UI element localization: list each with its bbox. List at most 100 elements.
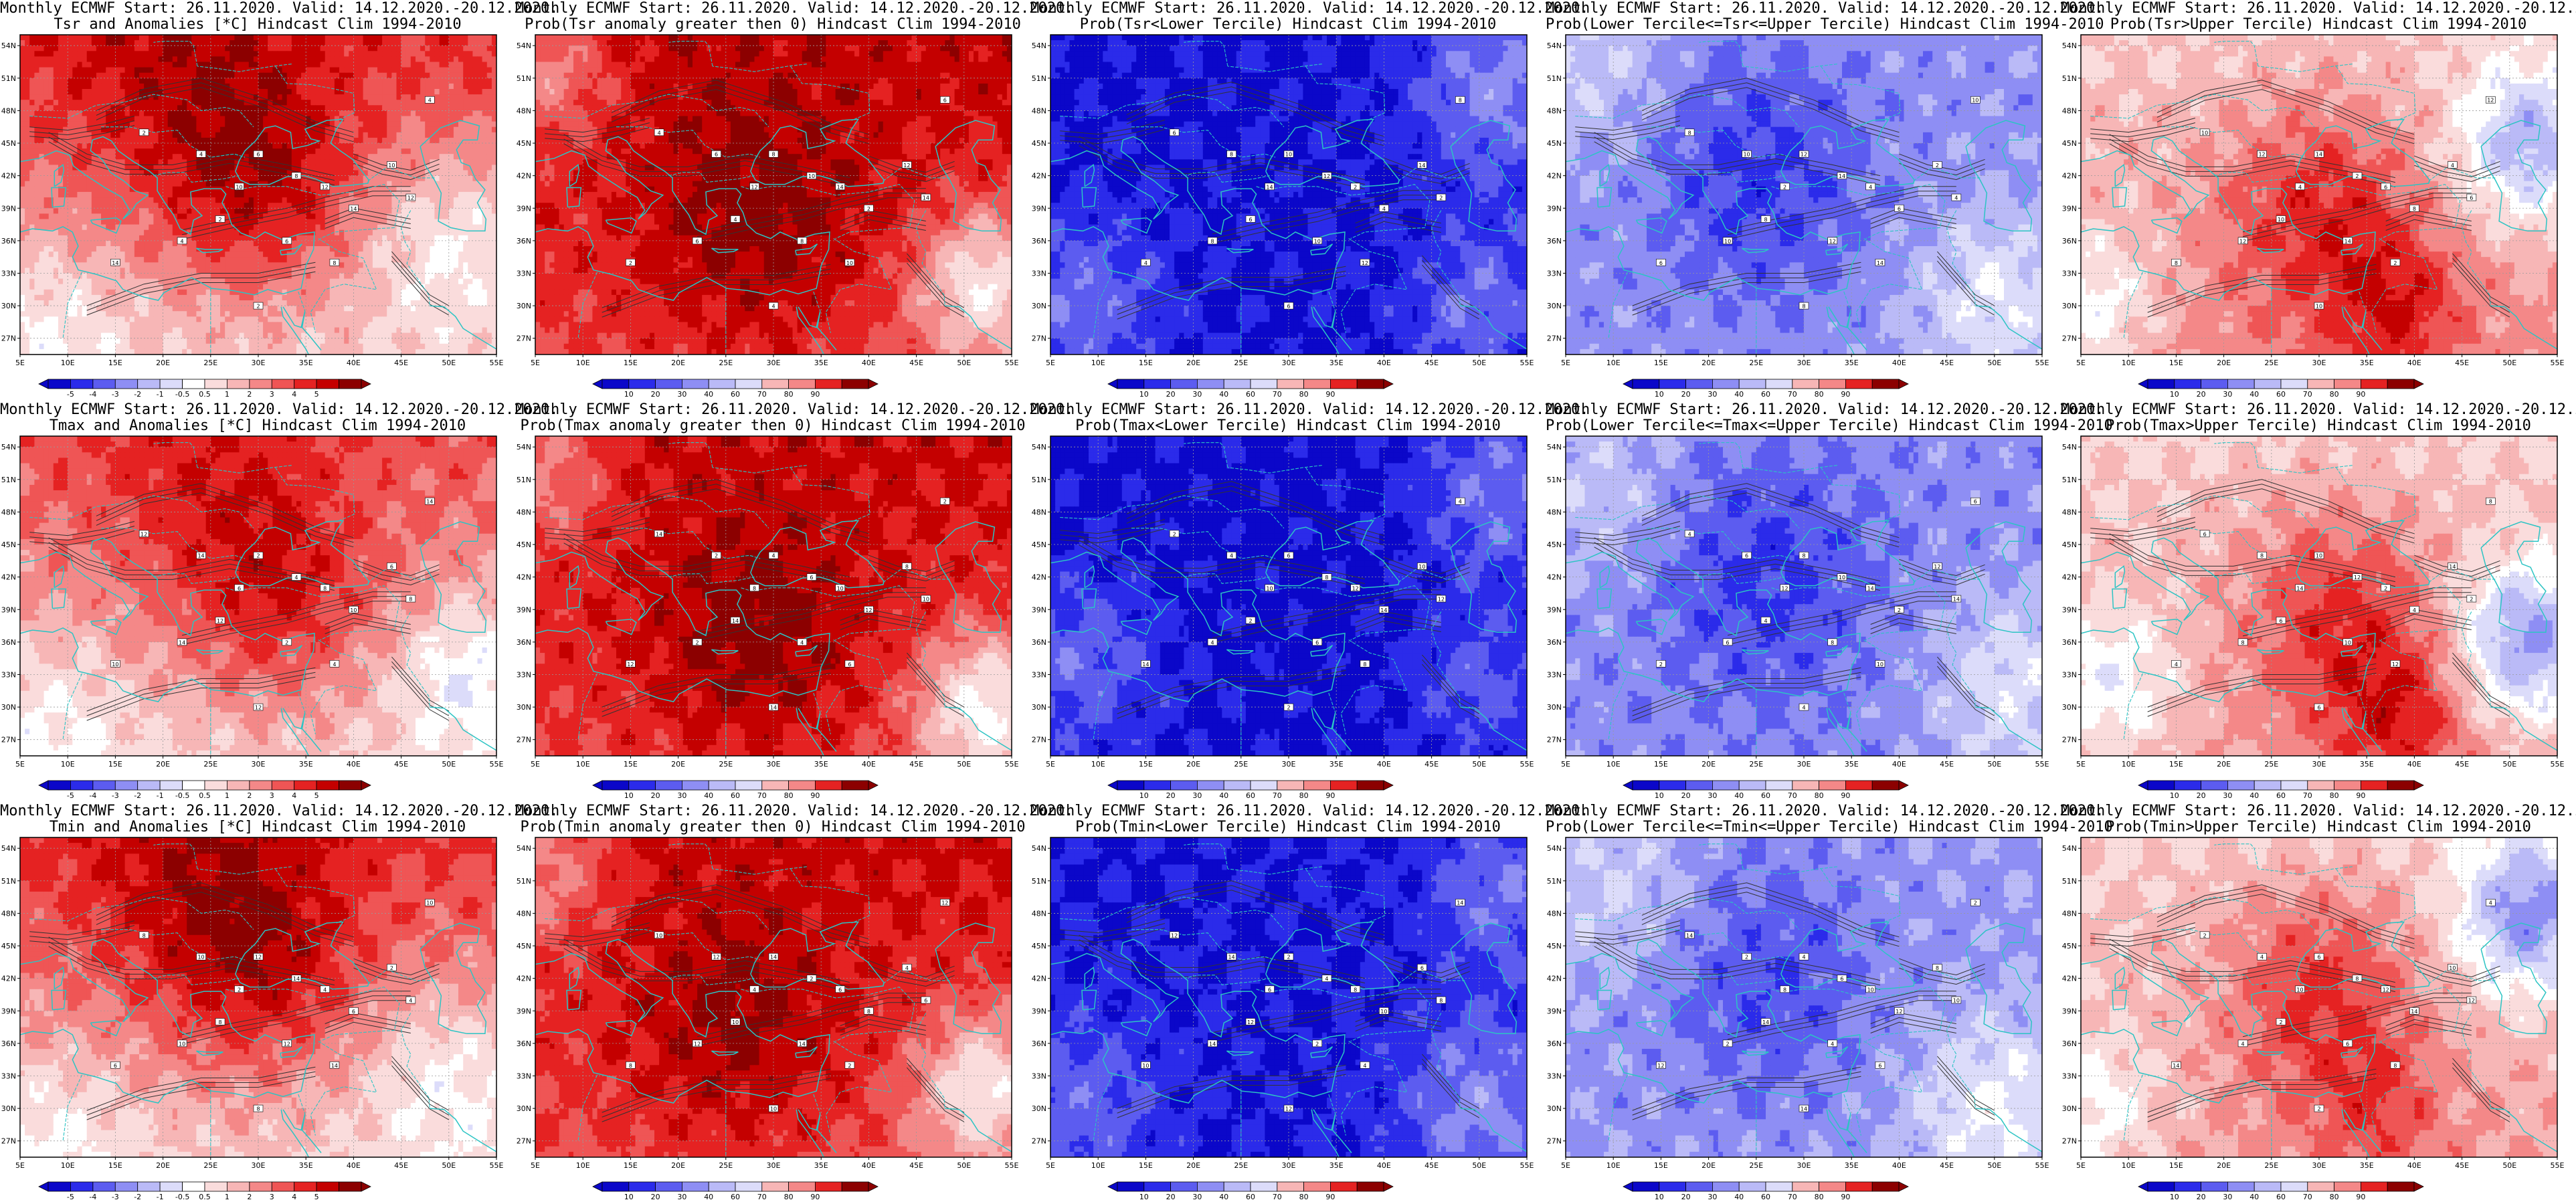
contour-label: 8 <box>215 1018 225 1025</box>
colorbar-segment <box>1686 1182 1713 1191</box>
colorbar-tick-label: -2 <box>134 791 141 800</box>
colorbar-segment <box>629 1182 656 1191</box>
lat-tick-label: 54N <box>1547 41 1562 50</box>
lon-tick-label: 25E <box>1234 1161 1248 1170</box>
contour-label: 8 <box>2258 552 2267 559</box>
colorbar-segment <box>250 1182 272 1191</box>
contour-label: 6 <box>2200 530 2209 538</box>
colorbar-segment <box>2201 379 2228 389</box>
lat-tick-label: 33N <box>1 1072 16 1080</box>
contour-label: 6 <box>1417 964 1427 971</box>
colorbar-tick-label: 60 <box>1246 1193 1255 1201</box>
lon-tick-label: 50E <box>442 760 456 769</box>
map-panel-tsr-prob-lower: Monthly ECMWF Start: 26.11.2020. Valid: … <box>1030 0 1546 401</box>
contour-label: 2 <box>1742 953 1752 961</box>
colorbar-segment <box>48 1182 70 1191</box>
colorbar-tick-label: 70 <box>1788 791 1797 800</box>
colorbar-segment <box>205 781 227 790</box>
lon-tick-label: 15E <box>1139 760 1153 769</box>
contour-label: 4 <box>2486 899 2495 906</box>
colorbar-segment <box>48 781 70 790</box>
colorbar-segment <box>735 781 762 790</box>
contour-label: 8 <box>254 1105 263 1112</box>
colorbar-segment <box>227 781 249 790</box>
colorbar-segment <box>2175 781 2201 790</box>
colorbar-segment <box>2227 1182 2254 1191</box>
lon-tick-label: 40E <box>1892 1161 1906 1170</box>
lon-tick-label: 50E <box>2502 760 2516 769</box>
colorbar: 10 20 30 40 60 70 80 90 <box>593 781 878 800</box>
lon-tick-label: 40E <box>2407 359 2421 367</box>
lon-tick-label: 50E <box>1472 359 1486 367</box>
contour-label: 6 <box>1970 498 1980 505</box>
contour-label: 14 <box>1141 660 1150 668</box>
lon-tick-label: 5E <box>15 760 25 769</box>
contour-label: 12 <box>712 953 721 961</box>
lat-tick-label: 51N <box>517 877 531 886</box>
lon-tick-label: 35E <box>1845 359 1859 367</box>
colorbar-tick-label: -3 <box>112 1193 119 1201</box>
contour-label: 6 <box>836 986 845 993</box>
map-panel-tsr-prob-middle: Monthly ECMWF Start: 26.11.2020. Valid: … <box>1546 0 2061 401</box>
contour-label: 14 <box>1265 183 1275 191</box>
contour-label: 6 <box>235 585 244 592</box>
lat-tick-label: 33N <box>1032 269 1046 278</box>
lat-tick-label: 48N <box>1 508 16 516</box>
lon-tick-label: 25E <box>2264 1161 2278 1170</box>
colorbar-tick-label: 20 <box>651 390 660 399</box>
lat-tick-label: 30N <box>1 302 16 310</box>
lat-tick-label: 33N <box>2062 269 2077 278</box>
lat-tick-label: 45N <box>2062 540 2077 549</box>
lon-tick-label: 45E <box>1424 359 1439 367</box>
colorbar-segment <box>70 379 92 389</box>
contour-label: 8 <box>1685 129 1694 136</box>
colorbar-tick-label: 10 <box>1139 1193 1149 1201</box>
colorbar-tick-label: 90 <box>1841 791 1850 800</box>
lon-tick-label: 50E <box>957 359 971 367</box>
lon-tick-label: 35E <box>1845 760 1859 769</box>
lat-tick-label: 54N <box>517 443 531 452</box>
lat-tick-label: 45N <box>517 139 531 148</box>
lon-tick-label: 5E <box>531 1161 540 1170</box>
lon-tick-label: 45E <box>1940 1161 1954 1170</box>
lat-tick-label: 45N <box>517 942 531 950</box>
lat-tick-label: 39N <box>1 204 16 213</box>
lon-tick-label: 25E <box>1749 359 1763 367</box>
colorbar-segment <box>602 379 629 389</box>
lat-tick-label: 45N <box>1032 139 1046 148</box>
colorbar-tick-label: 30 <box>2223 390 2232 399</box>
lon-tick-label: 55E <box>1520 359 1534 367</box>
contour-label: 4 <box>2296 183 2305 191</box>
contour-label: 8 <box>406 595 416 603</box>
contour-label: 10 <box>1379 1007 1388 1015</box>
contour-label: 14 <box>1799 1105 1809 1112</box>
lon-tick-label: 10E <box>61 1161 75 1170</box>
contour-label: 14 <box>1837 173 1847 180</box>
colorbar-tick-label: 20 <box>1681 390 1691 399</box>
contour-label: 2 <box>2381 585 2391 592</box>
colorbar-tick-label: 70 <box>1273 791 1282 800</box>
lon-tick-label: 40E <box>347 760 361 769</box>
colorbar-segment <box>272 781 294 790</box>
lat-tick-label: 30N <box>1547 703 1562 712</box>
lon-tick-label: 40E <box>347 1161 361 1170</box>
lat-tick-label: 54N <box>2062 41 2077 50</box>
lon-tick-label: 45E <box>394 359 408 367</box>
lon-tick-label: 35E <box>814 359 828 367</box>
contour-label: 14 <box>654 530 664 538</box>
lat-tick-label: 33N <box>1032 670 1046 679</box>
colorbar: 10 20 30 40 60 70 80 90 <box>2138 781 2423 800</box>
contour-label: 6 <box>110 1062 120 1069</box>
colorbar-tick-label: 30 <box>1192 390 1202 399</box>
colorbar-tick-label: -3 <box>112 390 119 399</box>
lat-tick-label: 42N <box>517 573 531 582</box>
colorbar-tick-label: 90 <box>2356 390 2365 399</box>
colorbar: 10 20 30 40 60 70 80 90 <box>1108 379 1393 399</box>
colorbar-segment <box>183 379 205 389</box>
lon-tick-label: 40E <box>1377 760 1391 769</box>
lat-tick-label: 42N <box>1 172 16 181</box>
lat-tick-label: 33N <box>2062 670 2077 679</box>
lat-tick-label: 42N <box>517 172 531 181</box>
colorbar-tick-label: 80 <box>2330 791 2339 800</box>
colorbar-segment <box>2254 781 2281 790</box>
